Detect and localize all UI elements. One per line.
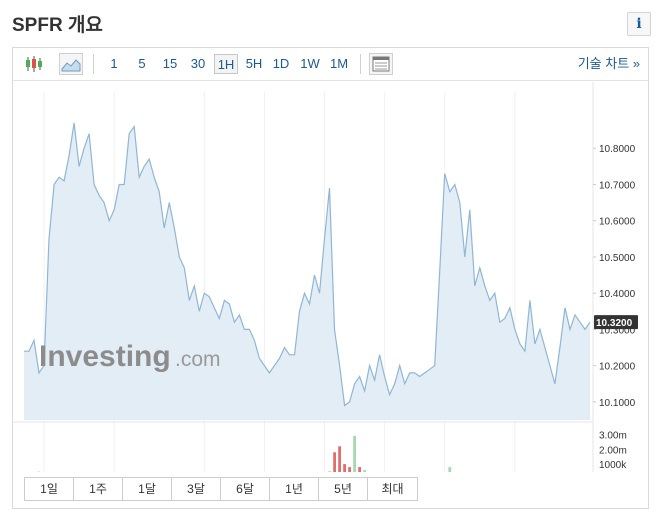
range-selector: 1일 1주 1달 3달 6달 1년 5년 최대: [24, 477, 418, 501]
timeframe-5[interactable]: 5: [138, 56, 146, 71]
y-tick-label-2: 10.6000: [599, 217, 636, 228]
volume-bar-66: [353, 435, 356, 472]
volume-bar-67: [358, 467, 361, 472]
volume-tick-label-0: 3.00m: [599, 430, 627, 441]
price-area: [24, 122, 590, 421]
timeframe-1w[interactable]: 1W: [300, 56, 320, 71]
timeframe-30[interactable]: 30: [190, 56, 206, 71]
range-5y[interactable]: 5년: [319, 478, 368, 500]
volume-bar-68: [363, 470, 366, 472]
y-tick-label-4: 10.4000: [599, 289, 636, 300]
range-3mo[interactable]: 3달: [172, 478, 221, 500]
range-max[interactable]: 최대: [368, 478, 417, 500]
page-title: SPFR 개요: [12, 15, 103, 36]
timeframe-1m[interactable]: 1M: [329, 56, 349, 71]
timeframe-1[interactable]: 1: [110, 56, 118, 71]
current-price-label: 10.3200: [594, 315, 638, 330]
price-line: [24, 122, 591, 407]
table-view-icon[interactable]: [369, 53, 393, 75]
timeframe-5h[interactable]: 5H: [245, 56, 263, 71]
volume-bar-64: [343, 464, 346, 472]
candlestick-icon[interactable]: [22, 53, 46, 75]
watermark-suffix: .com: [175, 348, 221, 371]
y-tick-label-3: 10.5000: [599, 253, 636, 264]
y-tick-label-6: 10.2000: [599, 362, 636, 373]
volume-bar-63: [338, 446, 341, 472]
y-tick-label-0: 10.8000: [599, 144, 636, 155]
y-tick-label-1: 10.7000: [599, 180, 636, 191]
y-tick-label-5: 10.3000: [599, 325, 636, 336]
range-1y[interactable]: 1년: [270, 478, 319, 500]
range-1w[interactable]: 1주: [74, 478, 123, 500]
investing-watermark: Investing .com: [39, 340, 221, 373]
volume-bar-65: [348, 467, 351, 472]
y-tick-label-7: 10.1000: [599, 398, 636, 409]
volume-bar-85: [448, 467, 452, 472]
chart-toolbar: 1 5 15 30 1H 5H 1D 1W 1M 기술 차트 »: [13, 48, 648, 81]
volume-tick-label-2: 1000k: [599, 460, 627, 471]
range-1mo[interactable]: 1달: [123, 478, 172, 500]
timeframe-1d[interactable]: 1D: [272, 56, 290, 71]
range-6mo[interactable]: 6달: [221, 478, 270, 500]
info-icon: i: [636, 16, 642, 32]
technical-chart-link[interactable]: 기술 차트 »: [577, 56, 640, 71]
chart-container: 1 5 15 30 1H 5H 1D 1W 1M 기술 차트 » Investi…: [12, 47, 649, 509]
range-1d[interactable]: 1일: [25, 478, 74, 500]
watermark-brand: Investing: [39, 340, 171, 373]
timeframe-15[interactable]: 15: [162, 56, 178, 71]
svg-text:10.3200: 10.3200: [596, 318, 633, 329]
volume-bar-62: [333, 452, 336, 472]
volume-tick-label-1: 2.00m: [599, 445, 627, 456]
info-button[interactable]: i: [627, 12, 651, 36]
area-chart-icon[interactable]: [59, 53, 83, 75]
timeframe-1h[interactable]: 1H: [214, 54, 238, 74]
price-chart[interactable]: Investing .com 10.8000 10.7000 10.6000 10.5…: [13, 82, 648, 472]
